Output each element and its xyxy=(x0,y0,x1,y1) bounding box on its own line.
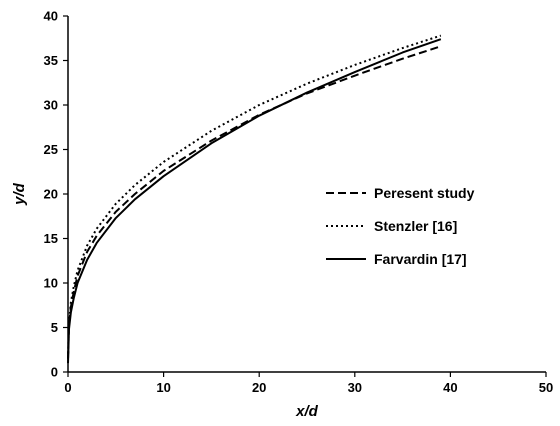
legend-label: Farvardin [17] xyxy=(374,251,467,267)
y-tick-label: 20 xyxy=(44,187,58,202)
y-tick-label: 0 xyxy=(51,365,58,380)
x-tick-label: 20 xyxy=(252,380,266,395)
x-tick-label: 0 xyxy=(64,380,71,395)
y-tick-label: 10 xyxy=(44,276,58,291)
y-tick-label: 25 xyxy=(44,142,58,157)
y-tick-label: 40 xyxy=(44,9,58,24)
legend: Peresent study Stenzler [16] Farvardin [17… xyxy=(326,185,475,267)
y-tick-label: 35 xyxy=(44,53,58,68)
legend-label: Stenzler [16] xyxy=(374,218,457,234)
x-tick-label: 30 xyxy=(348,380,362,395)
legend-label: Peresent study xyxy=(374,185,475,201)
x-axis-title: x/d xyxy=(295,403,319,420)
y-tick-label: 5 xyxy=(51,320,58,335)
series-line-3 xyxy=(67,38,442,364)
x-tick-label: 40 xyxy=(443,380,457,395)
y-tick-label: 30 xyxy=(44,98,58,113)
series-line-1 xyxy=(67,45,442,359)
y-axis-title: y/d xyxy=(11,182,28,206)
axes: 0 10 20 30 40 50 0 5 10 15 20 25 30 35 40 xyxy=(44,9,554,396)
x-tick-label: 10 xyxy=(156,380,170,395)
x-tick-label: 50 xyxy=(539,380,553,395)
series-layer xyxy=(67,34,442,364)
y-tick-label: 15 xyxy=(44,231,58,246)
